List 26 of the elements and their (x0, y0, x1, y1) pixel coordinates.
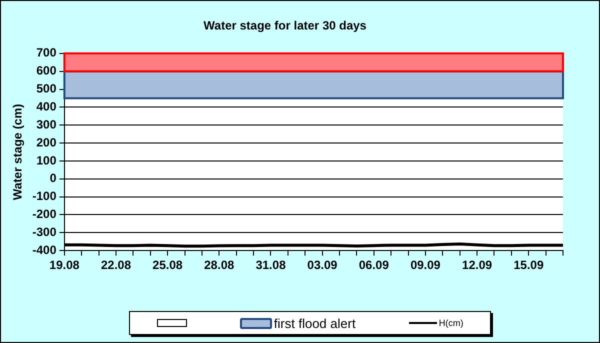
chart-title: Water stage for later 30 days (204, 18, 367, 33)
x-tick-label: 06.09 (358, 258, 390, 272)
x-tick-label: 03.09 (307, 258, 338, 272)
x-tick-label: 31.08 (256, 258, 286, 272)
legend-label: first flood alert (274, 316, 356, 330)
x-tick-label: 09.09 (410, 258, 441, 272)
x-tick-label: 28.08 (204, 258, 234, 272)
y-tick-label: 700 (36, 46, 57, 60)
y-tick-label: 500 (36, 82, 57, 96)
y-tick-label: 0 (50, 171, 57, 186)
y-tick-label: -200 (32, 207, 57, 222)
x-tick-label: 19.08 (49, 258, 80, 272)
y-tick-label: 200 (36, 135, 57, 150)
y-tick-label: 400 (36, 99, 57, 114)
x-tick-label: 25.08 (152, 258, 183, 272)
y-axis-title: Water stage (cm) (10, 104, 25, 200)
y-tick-label: -100 (32, 189, 57, 204)
x-tick-label: 12.09 (462, 258, 492, 272)
y-tick-label: -300 (32, 224, 57, 239)
y-tick-label: 300 (36, 117, 57, 132)
y-tick-label: -400 (32, 242, 57, 257)
x-tick-label: 15.09 (514, 258, 544, 272)
legend-label: H(cm) (438, 318, 464, 328)
y-tick-label: 600 (36, 64, 57, 78)
y-tick-label: 100 (36, 153, 57, 168)
x-tick-label: 22.08 (100, 258, 132, 272)
